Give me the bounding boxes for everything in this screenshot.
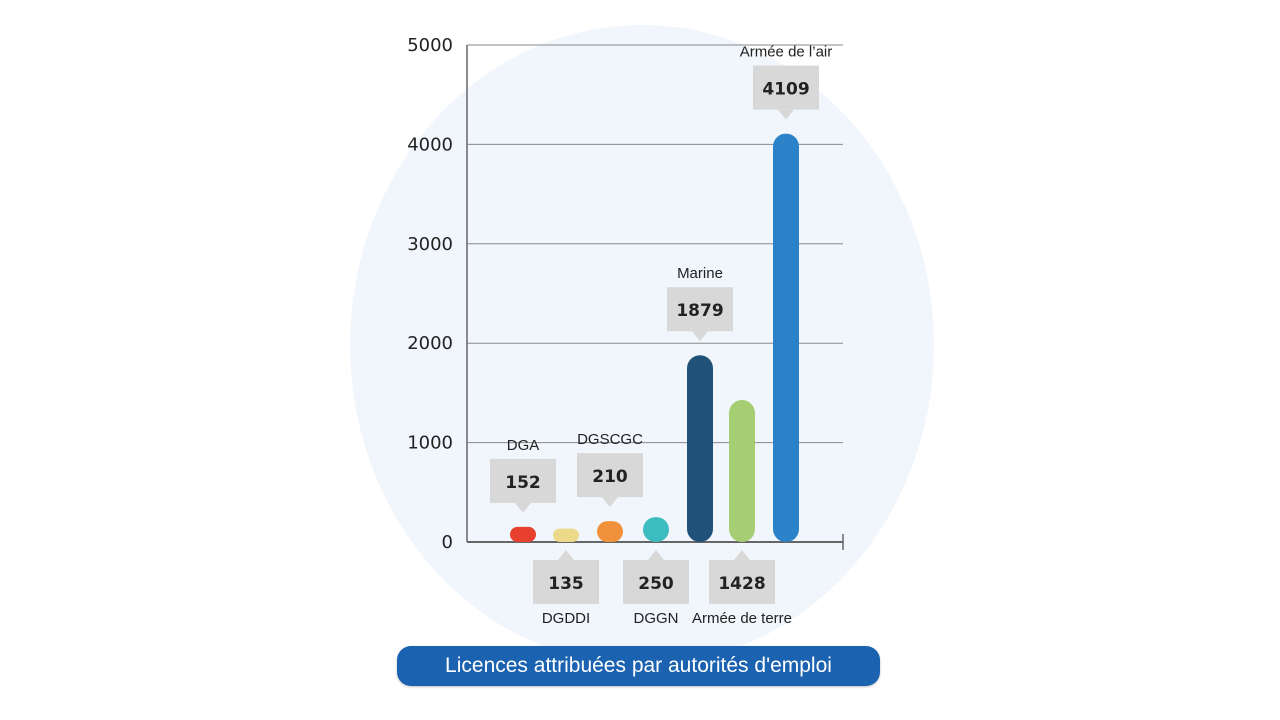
data-label: 250 (638, 574, 674, 594)
category-label: DGA (507, 437, 540, 454)
value-callout-box (753, 65, 819, 110)
data-label: 1428 (718, 574, 765, 594)
bar (553, 528, 579, 542)
bar (687, 355, 713, 542)
value-callout-pointer (648, 550, 664, 560)
value-callout-box (709, 560, 775, 604)
y-tick-label: 3000 (407, 234, 453, 255)
y-tick-label: 5000 (407, 35, 453, 56)
bar (597, 521, 623, 542)
data-label: 210 (592, 467, 628, 487)
value-callout-box (533, 560, 599, 604)
value-callout-pointer (778, 109, 794, 120)
bar (643, 517, 669, 542)
bar (729, 400, 755, 542)
data-labels: 152 DGA 135 DGDDI 210 DGSCGC 250 DGGN 1879 Marine… (490, 44, 832, 627)
value-callout-pointer (734, 550, 750, 560)
axes: 0 1000 2000 3000 4000 5000 (407, 35, 844, 553)
category-label: Armée de l’air (740, 44, 833, 61)
chart-caption: Licences attribuées par autorités d'empl… (397, 646, 880, 686)
y-tick-label: 0 (442, 532, 453, 553)
value-callout-box (490, 458, 556, 503)
category-label: Marine (677, 265, 723, 282)
category-label: DGGN (634, 610, 679, 627)
bar (510, 526, 536, 542)
y-tick-label: 4000 (407, 134, 453, 155)
data-label: 4109 (762, 80, 809, 100)
data-label: 135 (548, 574, 584, 594)
bar (773, 133, 799, 542)
data-label: 152 (505, 473, 541, 493)
value-callout-pointer (602, 497, 618, 508)
category-label: Armée de terre (692, 610, 792, 627)
category-label: DGDDI (542, 610, 590, 627)
data-label: 1879 (676, 301, 723, 321)
value-callout-pointer (558, 550, 574, 560)
value-callout-box (667, 287, 733, 332)
value-callout-pointer (692, 331, 708, 342)
category-label: DGSCGC (577, 431, 643, 448)
y-tick-label: 1000 (407, 433, 453, 454)
y-tick-label: 2000 (407, 333, 453, 354)
bars (510, 133, 799, 542)
value-callout-pointer (515, 502, 531, 513)
value-callout-box (577, 453, 643, 498)
value-callout-box (623, 560, 689, 604)
